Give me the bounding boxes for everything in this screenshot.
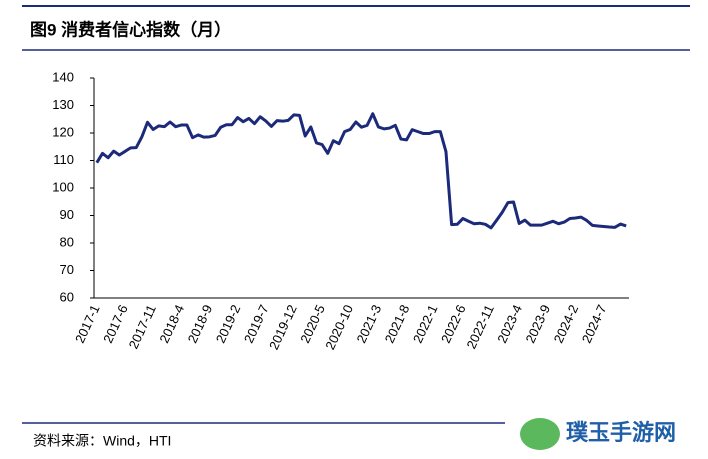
watermark-icon [520,418,560,450]
y-tick-label: 80 [60,234,74,249]
x-tick-label: 2024-7 [579,302,610,345]
x-tick-label: 2018-9 [185,302,216,345]
x-tick-label: 2023-9 [522,302,553,345]
x-tick-label: 2017-6 [100,302,131,345]
x-tick-label: 2021-3 [354,302,385,345]
y-tick-label: 70 [60,262,74,277]
y-tick-label: 110 [53,152,74,167]
x-tick-label: 2024-2 [551,302,582,345]
x-tick-label: 2022-11 [464,302,497,351]
y-tick-label: 120 [52,124,74,139]
x-tick-label: 2017-11 [126,302,159,351]
y-tick-label: 100 [52,179,74,194]
x-tick-label: 2019-7 [241,302,272,345]
x-tick-label: 2022-1 [410,302,441,345]
x-tick-label: 2020-5 [297,302,328,345]
chart-title: 图9 消费者信心指数（月） [30,19,231,39]
x-tick-label: 2021-8 [382,302,413,345]
x-tick-label: 2023-4 [494,302,525,345]
y-tick-label: 140 [52,69,74,84]
source: 资料来源：Wind，HTI [33,433,171,449]
line [95,112,627,230]
x-tick-label: 2019-2 [213,302,244,345]
y-tick-label: 90 [60,207,74,222]
y-tick-label: 60 [60,289,74,304]
x-tick-label: 2018-4 [156,302,187,345]
watermark: 璞玉手游网 [566,420,676,445]
y-tick-label: 130 [52,97,74,112]
x-tick-label: 2022-6 [438,302,469,345]
x-tick-label: 2017-1 [72,302,103,345]
